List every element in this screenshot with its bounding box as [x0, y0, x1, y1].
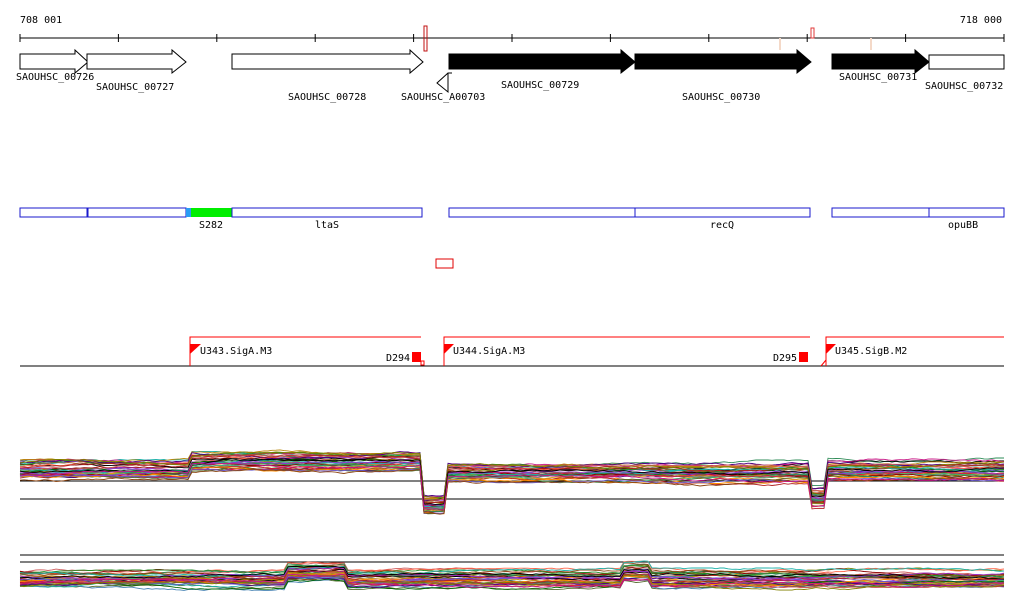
gene-arrow-00729[interactable]: [448, 48, 636, 75]
promoter-flag-3[interactable]: [826, 344, 836, 354]
tick-mark-faint: [779, 38, 781, 50]
terminator-tick-2: [820, 359, 827, 367]
coordinate-ruler: 708 001 718 000: [19, 15, 1005, 52]
gene-label-00726: SAOUHSC_00726: [16, 72, 94, 83]
gene-arrow-00726[interactable]: [19, 48, 89, 75]
terminator-marker-2[interactable]: [799, 352, 808, 362]
ruler-ticks: [19, 34, 1005, 42]
feature-box-7[interactable]: [831, 207, 930, 218]
promoter-label-3: U345.SigB.M2: [835, 346, 907, 357]
feature-box-2[interactable]: [87, 207, 187, 218]
feature-label-s282: S282: [199, 220, 223, 231]
gene-label-00728: SAOUHSC_00728: [288, 92, 366, 103]
tick-mark-faint-2: [870, 38, 872, 50]
gene-label-00731: SAOUHSC_00731: [839, 72, 917, 83]
expression-profile-line: [19, 574, 1005, 591]
feature-track: S282 ltaS recQ opuBB: [19, 207, 1005, 231]
feature-box-3[interactable]: [191, 208, 232, 217]
expression-profile-line: [19, 449, 1005, 500]
expression-profile-line: [19, 458, 1005, 506]
expression-profile-line: [19, 462, 1004, 510]
expression-profile-line: [19, 468, 1005, 515]
feature-box-3-edge: [186, 208, 191, 217]
gene-arrow-00731[interactable]: [831, 48, 930, 75]
gene-arrow-a00703[interactable]: [436, 72, 452, 94]
gene-label-00729: SAOUHSC_00729: [501, 80, 579, 91]
feature-label-recq: recQ: [710, 220, 734, 231]
gene-label-00732: SAOUHSC_00732: [925, 81, 1003, 92]
region-marker-small[interactable]: [810, 27, 815, 39]
expression-profile-line: [19, 462, 1005, 512]
expression-profile-line: [19, 560, 1005, 577]
transcription-track: U343.SigA.M3 D294 U344.SigA.M3 D295 U345…: [20, 336, 1004, 367]
expression-track-lower: [19, 554, 1005, 591]
selection-box[interactable]: [435, 258, 454, 269]
gene-arrow-00730[interactable]: [634, 48, 812, 75]
expression-profile-line: [19, 560, 1005, 576]
gene-label-00727: SAOUHSC_00727: [96, 82, 174, 93]
expression-profile-line: [19, 466, 1005, 515]
feature-box-1[interactable]: [19, 207, 88, 218]
expression-track-upper: [19, 449, 1005, 515]
expression-profile-line: [19, 466, 1004, 513]
feature-label-opubb: opuBB: [948, 220, 978, 231]
gene-arrow-00728[interactable]: [231, 48, 424, 75]
expression-profile-line: [19, 573, 1005, 588]
promoter-label-2: U344.SigA.M3: [453, 346, 525, 357]
gene-arrow-00732[interactable]: [928, 54, 1005, 70]
feature-box-6[interactable]: [634, 207, 811, 218]
transcription-unit-2-line: [443, 336, 810, 366]
expression-profile-line: [19, 451, 1005, 497]
ruler-start-label: 708 001: [20, 15, 62, 26]
gene-arrow-00727[interactable]: [86, 48, 187, 75]
expression-profile-line: [19, 566, 1005, 580]
terminator-marker-1[interactable]: [412, 352, 421, 362]
gene-track: SAOUHSC_00726 SAOUHSC_00727 SAOUHSC_0072…: [16, 48, 1005, 103]
expression-profile-line: [19, 451, 1005, 499]
gene-label-00730: SAOUHSC_00730: [682, 92, 760, 103]
promoter-label-1: U343.SigA.M3: [200, 346, 272, 357]
gene-label-a00703: SAOUHSC_A00703: [401, 92, 485, 103]
promoter-flag-1[interactable]: [190, 344, 201, 354]
promoter-flag-2[interactable]: [444, 344, 454, 354]
feature-box-8[interactable]: [928, 207, 1005, 218]
feature-box-4[interactable]: [231, 207, 423, 218]
feature-label-ltas: ltaS: [315, 220, 339, 231]
feature-box-5[interactable]: [448, 207, 636, 218]
terminator-label-1: D294: [386, 353, 410, 364]
terminator-tick-1: [420, 360, 425, 366]
terminator-label-2: D295: [773, 353, 797, 364]
transcription-unit-1-line: [189, 336, 421, 366]
ruler-end-label: 718 000: [960, 15, 1002, 26]
transcription-unit-3-line: [825, 336, 1004, 366]
expression-profile-line: [19, 578, 1005, 590]
region-marker[interactable]: [423, 25, 428, 52]
